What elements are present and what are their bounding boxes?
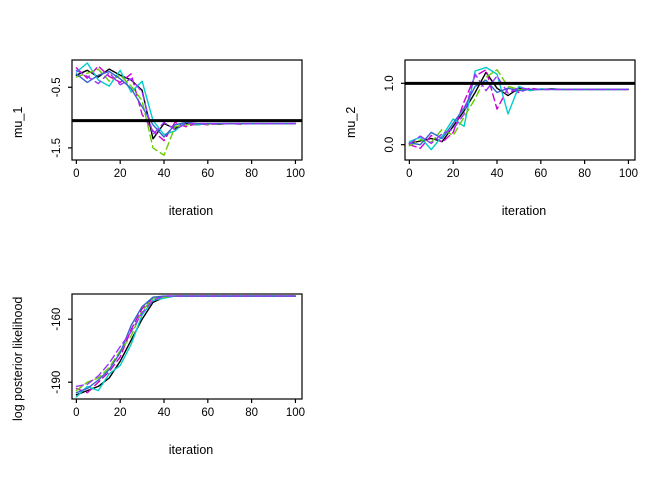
trace-line-chain-4 — [75, 295, 297, 392]
x-tick-label: 0 — [73, 168, 79, 180]
trace-plot-mu2: mu_2 0 20 40 60 80 100 0.0 1.0 iteration — [343, 54, 653, 229]
x-tick-label: 60 — [201, 407, 214, 419]
trace-line-chain-6 — [75, 295, 297, 388]
x-tick-label: 20 — [447, 168, 460, 180]
trace-plot-mu1: mu_1 0 20 40 60 80 100 -1.5 -0.5 iteration — [10, 54, 320, 229]
y-tick-label: -160 — [51, 308, 63, 331]
log-posterior-y-axis-label: log posterior likelihood — [11, 296, 25, 421]
mu1-y-axis-label: mu_1 — [11, 106, 25, 138]
x-tick-label: 80 — [578, 168, 591, 180]
log-posterior-plot-canvas: 0 20 40 60 80 100 -190 -160 — [51, 293, 305, 419]
x-tick-label: 0 — [406, 168, 412, 180]
y-tick-label: 1.0 — [384, 75, 396, 91]
x-tick-label: 40 — [158, 168, 171, 180]
y-tick-label: 0.0 — [384, 137, 396, 153]
x-tick-label: 100 — [286, 407, 305, 419]
x-tick-label: 80 — [245, 407, 258, 419]
trace-line-chain-1 — [75, 68, 297, 140]
x-tick-label: 60 — [201, 168, 214, 180]
mu2-x-axis-label: iteration — [501, 204, 547, 218]
trace-line-chain-1 — [75, 295, 297, 396]
x-tick-label: 40 — [158, 407, 171, 419]
trace-line-chain-4 — [75, 68, 297, 156]
y-tick-label: -1.5 — [51, 138, 63, 158]
x-tick-label: 20 — [114, 407, 127, 419]
trace-line-chain-3 — [75, 295, 297, 398]
mu2-y-axis-label: mu_2 — [344, 106, 358, 138]
y-tick-label: -190 — [51, 371, 63, 394]
y-tick-label: -0.5 — [51, 77, 63, 97]
log-posterior-x-axis-label: iteration — [168, 443, 214, 457]
plot-box — [71, 293, 303, 400]
trace-plot-log-posterior: log posterior likelihood 0 20 40 60 80 100 -19… — [10, 288, 320, 468]
trace-lines — [75, 62, 297, 156]
x-tick-label: 100 — [286, 168, 305, 180]
mu1-plot-canvas: 0 20 40 60 80 100 -1.5 -0.5 — [51, 59, 305, 180]
x-tick-label: 0 — [73, 407, 79, 419]
trace-line-chain-6 — [408, 73, 630, 145]
x-tick-label: 80 — [245, 168, 258, 180]
trace-lines — [75, 295, 297, 398]
trace-line-chain-4 — [408, 69, 630, 147]
trace-lines — [408, 66, 630, 151]
x-tick-label: 100 — [619, 168, 638, 180]
x-tick-label: 60 — [534, 168, 547, 180]
plot-box — [404, 59, 636, 161]
mu1-x-axis-label: iteration — [168, 204, 214, 218]
trace-line-chain-2 — [75, 65, 297, 142]
x-tick-label: 20 — [114, 168, 127, 180]
plot-box — [71, 59, 303, 161]
x-tick-label: 40 — [491, 168, 504, 180]
trace-line-chain-6 — [75, 69, 297, 136]
mu2-plot-canvas: 0 20 40 60 80 100 0.0 1.0 — [384, 59, 638, 180]
